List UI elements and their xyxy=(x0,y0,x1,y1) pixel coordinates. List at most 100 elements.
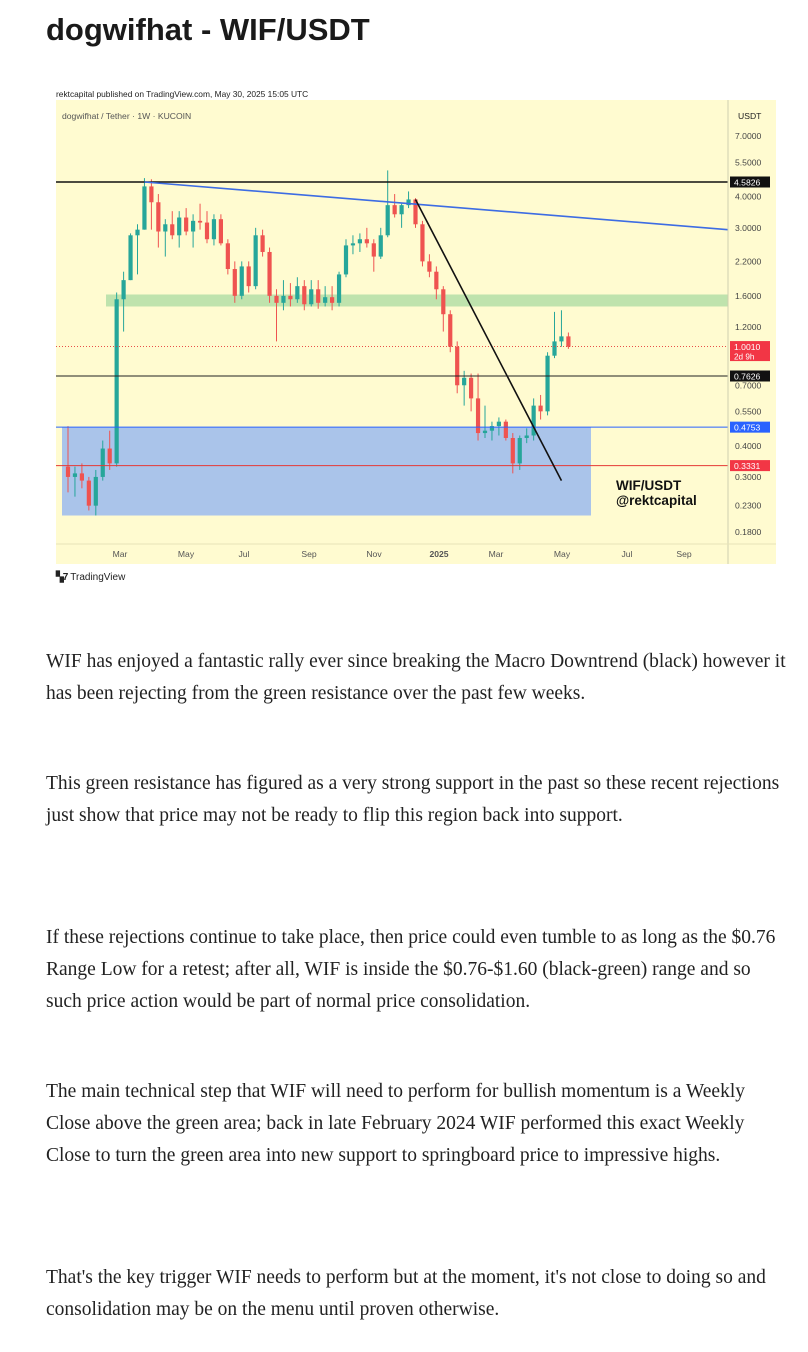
candle-body xyxy=(170,224,175,236)
x-tick-label: Jul xyxy=(622,549,633,559)
candle-body xyxy=(357,239,362,244)
tradingview-mark-icon: ▚7 xyxy=(56,572,68,583)
candle-body xyxy=(469,377,474,399)
candle-body xyxy=(309,289,314,305)
candle-body xyxy=(378,235,383,257)
page-title: dogwifhat - WIF/USDT xyxy=(46,12,370,47)
candle-body xyxy=(455,346,460,386)
macro-trendline-blue xyxy=(144,181,729,231)
candle-body xyxy=(72,473,78,477)
candle-body xyxy=(295,286,300,300)
candle-body xyxy=(524,435,529,438)
candle-body xyxy=(135,229,140,236)
candle-body xyxy=(246,266,251,287)
candle-body xyxy=(267,251,272,296)
price-label-badge xyxy=(730,460,770,472)
candle-body xyxy=(448,314,453,347)
candle-body xyxy=(399,205,404,215)
price-label-text: 0.3331 xyxy=(734,461,761,471)
blue-support-zone xyxy=(62,427,591,516)
candle-body xyxy=(566,336,571,347)
candle-body xyxy=(100,448,105,477)
candle-body xyxy=(281,295,286,303)
article-paragraph: The main technical step that WIF will ne… xyxy=(46,1081,746,1166)
candle-body xyxy=(253,235,258,287)
x-tick-label: Jul xyxy=(239,549,250,559)
x-tick-label: May xyxy=(554,549,571,559)
y-tick-label: 0.1800 xyxy=(735,527,762,537)
candle-body xyxy=(316,289,321,303)
candle-body xyxy=(225,243,230,270)
candle-body xyxy=(371,243,376,257)
candle-body xyxy=(302,286,307,305)
candle-body xyxy=(496,421,501,427)
annotation-symbol: WIF/USDT xyxy=(616,478,682,493)
green-resistance-zone xyxy=(106,294,728,307)
candle-body xyxy=(128,235,133,281)
x-tick-label: Mar xyxy=(489,549,504,559)
candle-body xyxy=(177,217,182,236)
candle-body xyxy=(538,405,543,412)
candle-body xyxy=(420,224,425,262)
candle-body xyxy=(79,473,84,481)
candle-body xyxy=(517,437,522,464)
macro-downtrend-line xyxy=(414,199,563,481)
candle-body xyxy=(462,377,467,386)
symbol-line: dogwifhat / Tether · 1W · KUCOIN xyxy=(62,111,191,121)
tradingview-logo: ▚7 TradingView xyxy=(56,572,125,583)
currency-label: USDT xyxy=(738,111,762,121)
published-line: rektcapital published on TradingView.com… xyxy=(56,89,308,99)
candle-body xyxy=(559,336,564,342)
candle-body xyxy=(142,186,147,230)
x-tick-label: Nov xyxy=(366,549,382,559)
article-paragraph: WIF has enjoyed a fantastic rally ever s… xyxy=(46,651,786,704)
x-tick-label: 2025 xyxy=(429,549,448,559)
x-tick-label: Sep xyxy=(676,549,692,559)
candle-body xyxy=(441,289,446,315)
candle-body xyxy=(323,297,328,303)
y-tick-label: 5.5000 xyxy=(735,157,762,167)
y-tick-label: 0.2300 xyxy=(735,501,762,511)
candle-body xyxy=(406,199,411,206)
candle-body xyxy=(392,205,397,215)
candle-body xyxy=(385,205,390,236)
candle-body xyxy=(184,217,189,232)
candle-body xyxy=(114,299,119,464)
candle-body xyxy=(330,297,335,303)
article-paragraph: If these rejections continue to take pla… xyxy=(46,927,776,1012)
y-tick-label: 4.0000 xyxy=(735,192,762,202)
candle-body xyxy=(545,355,550,412)
candle-body xyxy=(191,220,196,232)
candle-body xyxy=(218,219,223,244)
candle-body xyxy=(211,219,217,240)
x-tick-label: May xyxy=(178,549,195,559)
x-tick-label: Sep xyxy=(301,549,317,559)
y-tick-label: 0.5500 xyxy=(735,406,762,416)
x-tick-label: Mar xyxy=(113,549,128,559)
candle-body xyxy=(482,430,488,434)
candle-body xyxy=(93,476,98,506)
candle-body xyxy=(107,448,112,464)
price-label-text: 0.4753 xyxy=(734,423,761,433)
candle-body xyxy=(239,266,244,296)
candle-body xyxy=(204,222,210,240)
price-chart: rektcapital published on TradingView.com… xyxy=(56,89,776,564)
price-label-badge xyxy=(730,176,770,188)
y-tick-label: 0.7000 xyxy=(735,380,762,390)
candle-body xyxy=(510,437,515,464)
y-tick-label: 0.4000 xyxy=(735,441,762,451)
candle-body xyxy=(434,271,439,290)
price-label-text: 1.0010 xyxy=(734,342,761,352)
chart-figure: rektcapital published on TradingView.com… xyxy=(56,84,776,594)
candle-body xyxy=(427,261,432,272)
price-label-badge xyxy=(730,370,770,382)
y-tick-label: 1.2000 xyxy=(735,322,762,332)
candle-body xyxy=(552,341,557,356)
candle-body xyxy=(489,426,495,431)
candle-body xyxy=(121,280,126,300)
annotation-author: @rektcapital xyxy=(616,493,697,508)
candle-body xyxy=(503,421,508,438)
y-tick-label: 7.0000 xyxy=(735,131,762,141)
candle-body xyxy=(65,466,71,477)
candle-body xyxy=(260,235,265,252)
